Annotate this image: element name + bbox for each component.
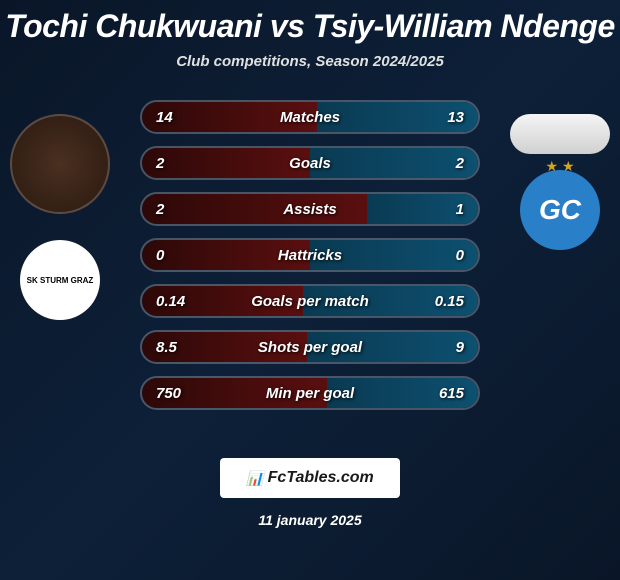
stat-bar: 2 2 Goals xyxy=(140,146,480,180)
stat-value-right: 0 xyxy=(456,247,464,264)
player-left-avatar xyxy=(10,114,110,214)
stat-label: Shots per goal xyxy=(258,339,362,356)
stat-label: Min per goal xyxy=(266,385,354,402)
club-left-logo: SK STURM GRAZ xyxy=(20,240,100,320)
stat-fill-left xyxy=(142,148,310,178)
stat-value-right: 0.15 xyxy=(435,293,464,310)
stat-value-right: 13 xyxy=(447,109,464,126)
stat-value-right: 9 xyxy=(456,339,464,356)
stat-value-left: 8.5 xyxy=(156,339,177,356)
club-right-logo: ★ ★ GC xyxy=(520,170,600,250)
page-title: Tochi Chukwuani vs Tsiy-William Ndenge xyxy=(0,0,620,45)
stat-label: Matches xyxy=(280,109,340,126)
stat-value-left: 2 xyxy=(156,201,164,218)
stat-bar: 0.14 0.15 Goals per match xyxy=(140,284,480,318)
brand-badge[interactable]: 📊 FcTables.com xyxy=(220,458,400,498)
stat-value-left: 14 xyxy=(156,109,173,126)
stat-value-left: 2 xyxy=(156,155,164,172)
stat-bar: 750 615 Min per goal xyxy=(140,376,480,410)
star-icon: ★ ★ xyxy=(546,158,575,175)
stat-value-left: 750 xyxy=(156,385,181,402)
page-subtitle: Club competitions, Season 2024/2025 xyxy=(0,53,620,70)
stat-value-left: 0 xyxy=(156,247,164,264)
chart-icon: 📊 xyxy=(246,470,263,487)
stat-value-right: 1 xyxy=(456,201,464,218)
stat-value-left: 0.14 xyxy=(156,293,185,310)
player-right-avatar xyxy=(510,114,610,154)
stat-bar: 8.5 9 Shots per goal xyxy=(140,330,480,364)
stat-bar: 0 0 Hattricks xyxy=(140,238,480,272)
brand-label: FcTables.com xyxy=(268,469,374,487)
stat-label: Goals xyxy=(289,155,331,172)
club-right-text: GC xyxy=(539,194,581,226)
footer-date: 11 january 2025 xyxy=(258,512,361,528)
stat-label: Hattricks xyxy=(278,247,342,264)
stat-label: Goals per match xyxy=(251,293,369,310)
stat-fill-right xyxy=(310,148,478,178)
stat-label: Assists xyxy=(283,201,336,218)
stats-container: 14 13 Matches 2 2 Goals 2 1 Assists 0 0 Hattricks 0.… xyxy=(140,100,480,422)
club-left-text: SK STURM GRAZ xyxy=(27,276,94,285)
stat-bar: 14 13 Matches xyxy=(140,100,480,134)
stat-value-right: 2 xyxy=(456,155,464,172)
stat-bar: 2 1 Assists xyxy=(140,192,480,226)
stat-value-right: 615 xyxy=(439,385,464,402)
